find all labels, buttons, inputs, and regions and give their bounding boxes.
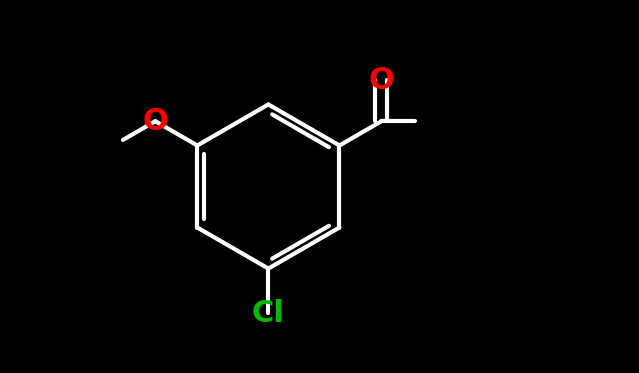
Text: Cl: Cl [252,299,285,328]
Text: O: O [369,66,394,95]
Text: O: O [142,107,168,136]
